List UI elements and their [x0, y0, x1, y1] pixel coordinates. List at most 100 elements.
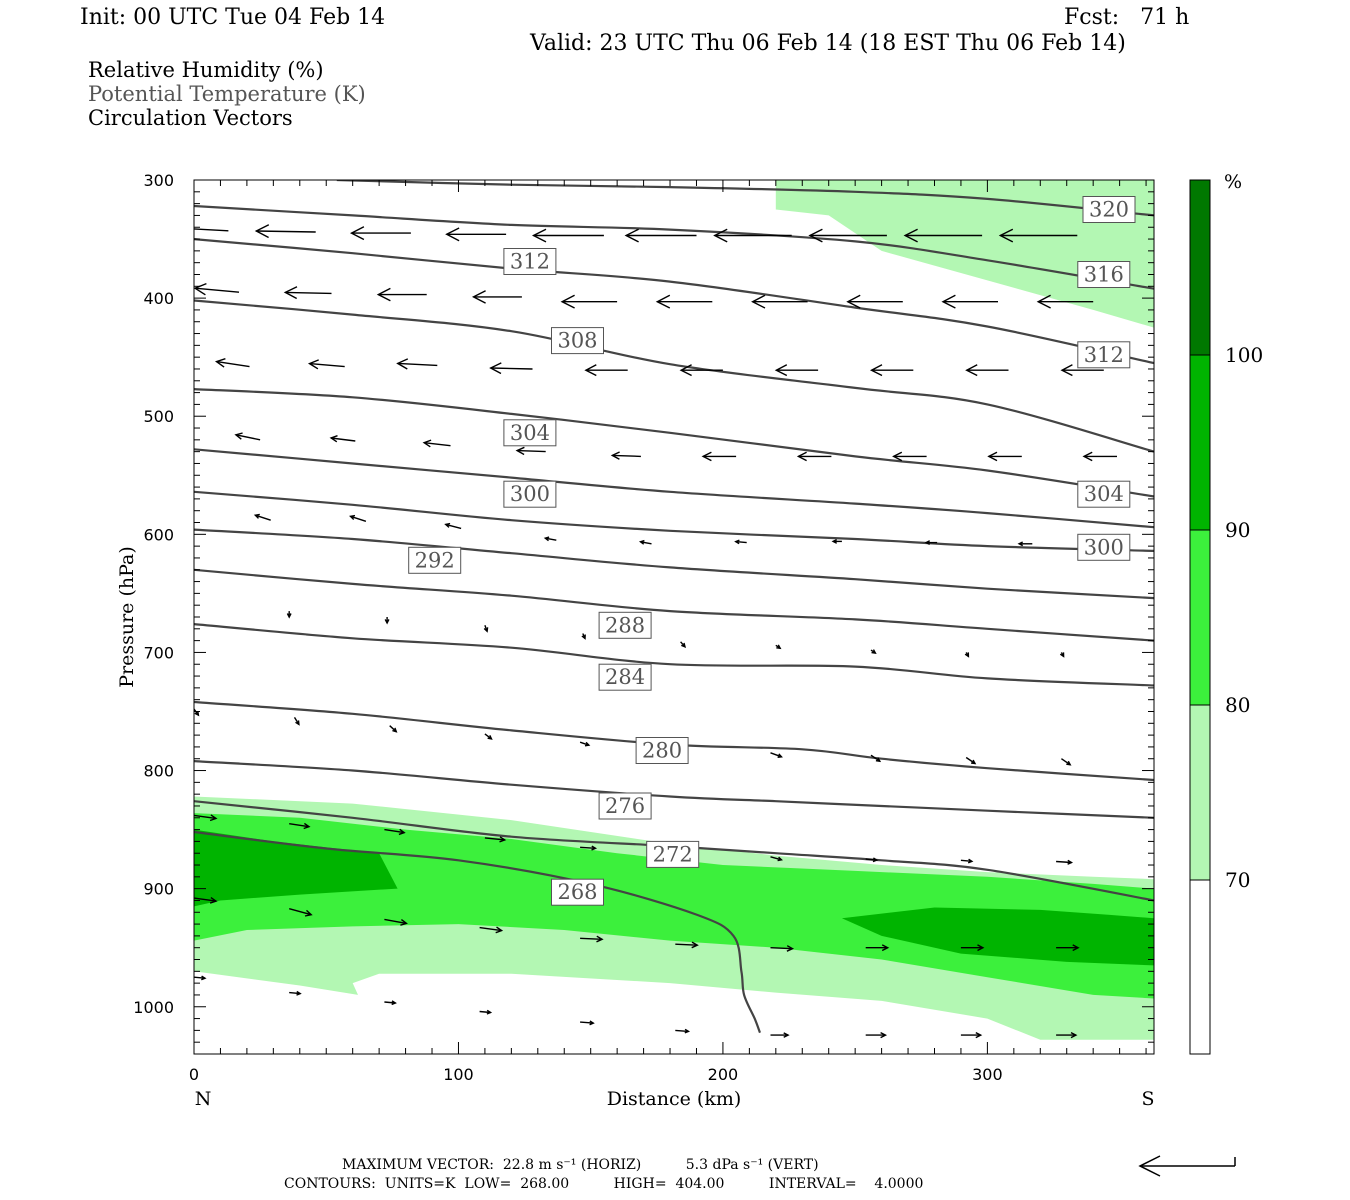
- x-tick-label: 0: [189, 1065, 199, 1084]
- wind-vector: [283, 286, 332, 300]
- wind-vector: [870, 754, 882, 763]
- wind-vector: [560, 294, 618, 309]
- theta-contour-284: [194, 623, 1154, 687]
- wind-vector: [941, 294, 998, 309]
- svg-text:288: 288: [605, 613, 645, 637]
- wind-vector: [444, 522, 462, 530]
- wind-vector: [846, 294, 903, 309]
- y-tick-label: 400: [143, 289, 174, 308]
- contour-label-304: 304: [503, 419, 557, 447]
- wind-vector: [680, 641, 687, 648]
- colorbar-unit: %: [1224, 171, 1242, 193]
- x-axis-label: Distance (km): [607, 1088, 742, 1110]
- wind-vector: [865, 944, 890, 952]
- wind-vector: [960, 1031, 983, 1039]
- wind-vector: [1056, 859, 1074, 865]
- wind-vector: [638, 539, 652, 545]
- contour-label-284: 284: [598, 663, 652, 691]
- contour-label-304: 304: [1077, 480, 1131, 508]
- contour-label-276: 276: [598, 792, 652, 820]
- wind-vector: [384, 617, 390, 625]
- y-tick-label: 1000: [133, 998, 174, 1017]
- wind-vector: [479, 1009, 493, 1015]
- wind-vector: [194, 708, 200, 717]
- wind-vector: [307, 359, 345, 370]
- theta-contour-layer: [194, 180, 1154, 1034]
- wind-vector: [253, 513, 271, 521]
- contour-label-292: 292: [408, 546, 462, 574]
- wind-vector: [675, 941, 699, 949]
- wind-vector: [289, 990, 302, 996]
- wind-vector: [289, 822, 311, 830]
- svg-text:276: 276: [605, 794, 645, 818]
- wind-vector: [675, 1028, 691, 1034]
- wind-vector: [234, 432, 261, 441]
- wind-vector: [194, 228, 229, 232]
- wind-vector: [1061, 758, 1072, 766]
- colorbar-segment: [1190, 355, 1210, 530]
- svg-text:304: 304: [1084, 482, 1124, 506]
- theta-contour-316: [194, 204, 1154, 290]
- wind-vector: [1059, 652, 1065, 658]
- wind-vector: [384, 1000, 397, 1006]
- svg-text:284: 284: [605, 665, 645, 689]
- contour-label-320: 320: [1082, 196, 1136, 223]
- wind-vector: [286, 611, 292, 619]
- wind-vector: [471, 290, 522, 304]
- y-tick-label: 600: [143, 525, 174, 544]
- svg-text:272: 272: [653, 842, 693, 866]
- y-tick-label: 700: [143, 643, 174, 662]
- wind-vector: [831, 538, 842, 544]
- colorbar-label: 70: [1225, 868, 1250, 892]
- x-tick-label: 100: [443, 1065, 474, 1084]
- wind-vector: [808, 228, 887, 243]
- contour-label-312: 312: [503, 248, 557, 275]
- max-vector-note: MAXIMUM VECTOR: 22.8 m s⁻¹ (HORIZ) 5.3 d…: [342, 1157, 819, 1173]
- y-axis-label: Pressure (hPa): [116, 546, 138, 688]
- wind-vector: [734, 539, 747, 545]
- wind-vector: [543, 536, 557, 542]
- contour-label-300: 300: [1077, 533, 1131, 561]
- wind-vector: [924, 540, 938, 546]
- wind-vector: [965, 364, 1009, 377]
- wind-vector: [960, 944, 985, 952]
- colorbar-segment: [1190, 530, 1210, 705]
- svg-text:320: 320: [1089, 198, 1129, 222]
- wind-vector: [581, 633, 586, 640]
- wind-vector: [214, 358, 250, 368]
- colorbar-segment: [1190, 705, 1210, 880]
- vector-layer: [194, 224, 1128, 1039]
- wind-vector: [870, 649, 877, 654]
- reference-vector-icon: [1138, 1155, 1236, 1177]
- wind-vector: [376, 287, 427, 302]
- legend-rh: Relative Humidity (%): [88, 58, 324, 82]
- wind-vector: [580, 935, 604, 943]
- rh-region-90-4: [841, 907, 1154, 966]
- colorbar-segment: [1190, 880, 1210, 1054]
- contour-label-316: 316: [1077, 261, 1131, 288]
- svg-text:312: 312: [510, 250, 550, 274]
- wind-vector: [1017, 541, 1033, 547]
- wind-vector: [515, 446, 546, 456]
- wind-vector: [531, 228, 604, 243]
- y-tick-label: 300: [143, 171, 174, 190]
- legend-vectors: Circulation Vectors: [88, 106, 293, 130]
- theta-contour-280: [194, 700, 1154, 782]
- wind-vector: [865, 857, 879, 863]
- theta-contour-276: [194, 760, 1154, 819]
- wind-vector: [584, 364, 628, 377]
- theta-contour-292: [194, 528, 1154, 600]
- contour-info-note: CONTOURS: UNITS=K LOW= 268.00 HIGH= 404.…: [284, 1176, 924, 1192]
- contour-label-300: 300: [503, 480, 557, 508]
- wind-vector: [624, 228, 697, 243]
- wind-vector: [775, 644, 782, 650]
- wind-vector: [484, 733, 493, 740]
- theta-contour-268: [194, 830, 762, 1034]
- wind-vector: [484, 836, 507, 843]
- x-right-end-label: S: [1141, 1088, 1154, 1110]
- theta-contour-296: [194, 490, 1154, 552]
- wind-vector: [384, 918, 408, 926]
- wind-vector: [865, 1031, 888, 1039]
- wind-vector: [1036, 294, 1094, 309]
